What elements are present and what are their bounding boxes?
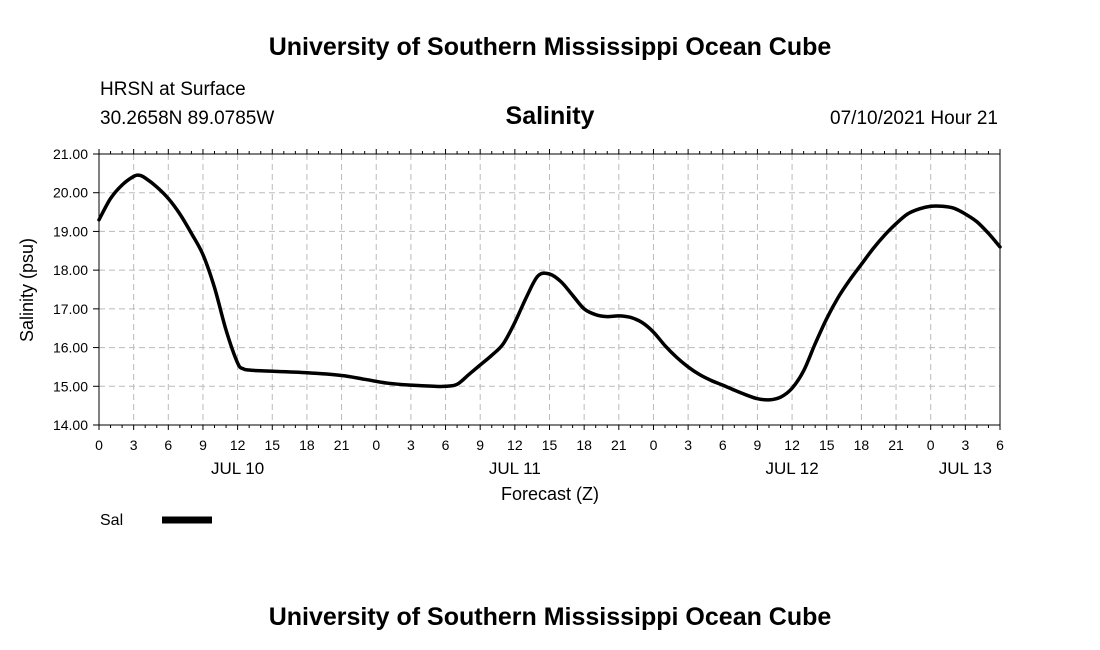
y-tick-label: 19.00 — [53, 223, 88, 239]
x-tick-label: 15 — [264, 437, 280, 453]
y-tick-label: 18.00 — [53, 262, 88, 278]
x-tick-label: 6 — [442, 437, 450, 453]
chart-title: Salinity — [506, 102, 595, 130]
x-tick-label: 21 — [334, 437, 350, 453]
data-series — [97, 173, 1002, 402]
day-label: JUL 11 — [489, 459, 541, 478]
datetime-label: 07/10/2021 Hour 21 — [830, 108, 998, 129]
axes: 14.00 15.00 16.00 17.00 18.00 19.00 20.00 21.00… — [53, 146, 1004, 478]
gridlines — [99, 154, 1000, 425]
x-tick-label: 3 — [130, 437, 138, 453]
y-tick-label: 20.00 — [53, 185, 88, 201]
x-tick-label: 9 — [754, 437, 762, 453]
x-tick-label: 6 — [164, 437, 172, 453]
day-label: JUL 13 — [939, 459, 992, 478]
x-tick-label: 0 — [650, 437, 658, 453]
x-tick-label: 12 — [784, 437, 800, 453]
coordinates-label: 30.2658N 89.0785W — [100, 108, 274, 129]
y-axis-label: Salinity (psu) — [17, 238, 37, 342]
series-line-sal — [97, 173, 1002, 402]
x-tick-label: 21 — [611, 437, 627, 453]
x-tick-label: 6 — [996, 437, 1004, 453]
title-top: University of Southern Mississippi Ocean… — [269, 33, 832, 61]
day-label: JUL 12 — [765, 459, 818, 478]
x-tick-label: 0 — [95, 437, 103, 453]
x-tick-label: 9 — [199, 437, 207, 453]
legend-label-sal: Sal — [100, 512, 123, 529]
x-axis-label: Forecast (Z) — [501, 484, 599, 504]
x-tick-label: 21 — [888, 437, 904, 453]
plot-frame — [98, 153, 1001, 426]
x-tick-label: 12 — [230, 437, 246, 453]
x-tick-label: 0 — [372, 437, 380, 453]
x-tick-label: 18 — [576, 437, 592, 453]
x-tick-label: 6 — [719, 437, 727, 453]
legend: Sal — [100, 512, 212, 529]
y-tick-label: 14.00 — [53, 417, 88, 433]
y-tick-label: 15.00 — [53, 378, 88, 394]
x-tick-label: 18 — [299, 437, 315, 453]
x-tick-label: 0 — [927, 437, 935, 453]
x-tick-label: 3 — [961, 437, 969, 453]
day-label: JUL 10 — [211, 459, 264, 478]
y-tick-label: 16.00 — [53, 340, 88, 356]
x-tick-label: 9 — [476, 437, 484, 453]
x-tick-label: 15 — [542, 437, 558, 453]
x-tick-label: 3 — [407, 437, 415, 453]
x-tick-label: 18 — [854, 437, 870, 453]
x-tick-label: 3 — [684, 437, 692, 453]
x-tick-label: 15 — [819, 437, 835, 453]
x-tick-label: 12 — [507, 437, 523, 453]
y-tick-label: 17.00 — [53, 301, 88, 317]
title-bottom: University of Southern Mississippi Ocean… — [269, 603, 832, 631]
station-label: HRSN at Surface — [100, 79, 246, 100]
y-tick-label: 21.00 — [53, 146, 88, 162]
